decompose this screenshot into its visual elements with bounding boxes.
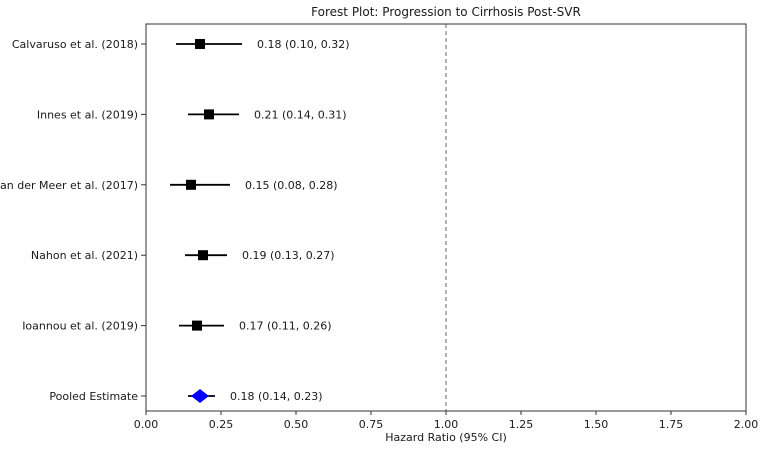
ci-annotation: 0.21 (0.14, 0.31) (254, 108, 347, 121)
study-label: Ioannou et al. (2019) (22, 320, 138, 333)
x-tick-label: 0.75 (359, 418, 384, 431)
study-label: Innes et al. (2019) (37, 108, 138, 121)
chart-title: Forest Plot: Progression to Cirrhosis Po… (311, 5, 581, 19)
ci-annotation: 0.17 (0.11, 0.26) (239, 320, 332, 333)
study-label: Calvaruso et al. (2018) (12, 38, 138, 51)
estimate-square-marker (198, 250, 208, 261)
estimate-square-marker (195, 39, 205, 49)
study-label: Pooled Estimate (49, 390, 138, 403)
study-label: Nahon et al. (2021) (31, 249, 138, 262)
x-tick-label: 0.00 (134, 418, 159, 431)
ci-annotation: 0.18 (0.10, 0.32) (257, 38, 350, 51)
estimate-square-marker (192, 320, 202, 331)
study-label: van der Meer et al. (2017) (0, 179, 138, 192)
ci-annotation: 0.18 (0.14, 0.23) (230, 390, 323, 403)
x-tick-label: 1.00 (434, 418, 459, 431)
x-tick-label: 1.25 (509, 418, 534, 431)
x-axis-label: Hazard Ratio (95% CI) (385, 431, 507, 444)
ci-annotation: 0.19 (0.13, 0.27) (242, 249, 335, 262)
x-tick-label: 1.50 (584, 418, 609, 431)
ci-annotation: 0.15 (0.08, 0.28) (245, 179, 338, 192)
x-tick-label: 0.25 (209, 418, 234, 431)
x-tick-label: 1.75 (659, 418, 684, 431)
estimate-square-marker (186, 179, 196, 190)
x-tick-label: 0.50 (284, 418, 309, 431)
pooled-diamond-marker (191, 389, 209, 403)
estimate-square-marker (204, 109, 214, 120)
x-tick-label: 2.00 (734, 418, 759, 431)
